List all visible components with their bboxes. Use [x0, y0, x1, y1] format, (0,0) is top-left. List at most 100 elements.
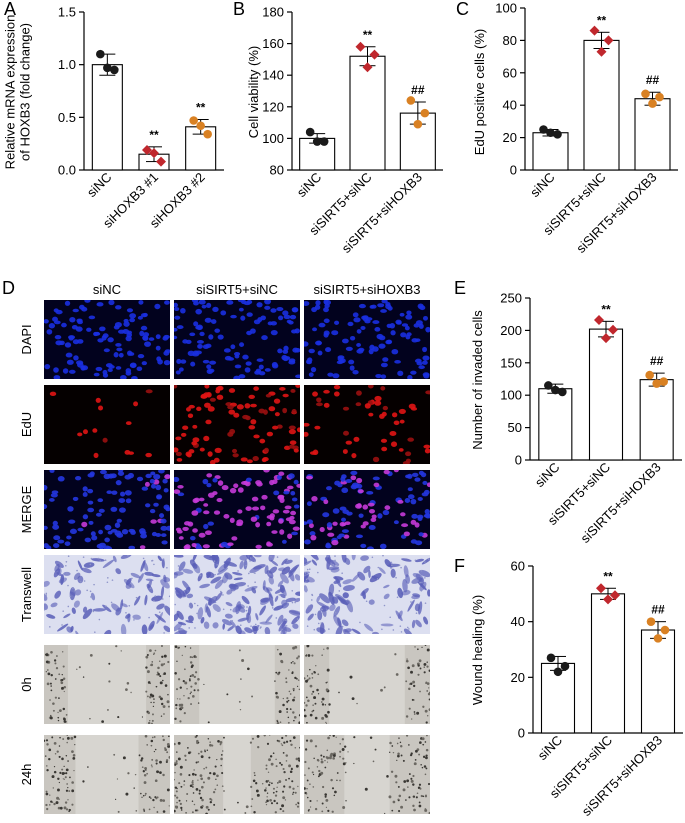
nucleus [44, 525, 48, 530]
invaded-cell [427, 589, 430, 597]
cell-speck [283, 785, 286, 788]
nucleus [150, 519, 157, 524]
invaded-cell [277, 614, 284, 626]
nucleus [342, 338, 349, 344]
cell-speck [140, 759, 143, 762]
nucleus [103, 473, 111, 480]
nucleus [158, 470, 165, 474]
cell-speck [426, 648, 430, 652]
membrane-pore [105, 605, 107, 607]
cell-speck [278, 780, 282, 783]
nucleus [202, 344, 210, 349]
invaded-cell [54, 590, 62, 599]
nucleus [220, 541, 228, 548]
cell-speck [174, 786, 178, 789]
cell-speck [309, 739, 313, 743]
nucleus [176, 325, 184, 330]
data-point [546, 128, 555, 138]
x-tick-label: siNC [535, 733, 566, 764]
cell-speck [180, 806, 183, 810]
cell-speck [288, 690, 291, 693]
nucleus [160, 533, 167, 538]
data-point [420, 108, 430, 118]
cell-speck [413, 711, 416, 713]
membrane-pore [67, 605, 70, 608]
membrane-pore [317, 571, 319, 574]
cell-speck [60, 681, 64, 685]
invaded-cell [333, 615, 342, 628]
cell-speck [328, 756, 332, 760]
invaded-cell [233, 577, 243, 581]
cell-speck [46, 669, 49, 671]
cell-speck [207, 808, 210, 811]
data-point [589, 25, 600, 36]
cell-speck [78, 666, 81, 669]
nucleus [202, 359, 210, 364]
cell-speck [425, 754, 428, 757]
cell-speck [183, 712, 186, 715]
nucleus [126, 308, 134, 313]
cell-speck [50, 673, 53, 677]
invaded-cell [266, 587, 274, 599]
cell-speck [419, 690, 421, 693]
cell-speck [144, 792, 147, 795]
cell-speck [306, 788, 308, 790]
cell-speck [403, 789, 406, 791]
nucleus [142, 335, 149, 341]
nucleus [288, 519, 296, 525]
cell-speck [410, 752, 413, 755]
membrane-pore [153, 600, 155, 602]
nucleus [196, 340, 204, 344]
cell-speck [425, 682, 428, 685]
data-point [603, 594, 613, 605]
cell-speck [66, 783, 68, 785]
nucleus [125, 498, 132, 504]
cell-speck [188, 678, 191, 681]
cell-speck [285, 735, 288, 737]
membrane-pore [291, 601, 294, 604]
membrane-pore [149, 587, 152, 590]
cell-speck [274, 680, 276, 682]
cell-speck [179, 698, 181, 700]
membrane-pore [359, 621, 361, 624]
bar [349, 55, 386, 171]
invaded-cell [418, 601, 423, 615]
cell-speck [345, 762, 347, 764]
cell-speck [163, 713, 165, 715]
cell-speck [408, 796, 411, 799]
cell-speck [289, 770, 293, 774]
nucleus [311, 307, 317, 313]
cell-speck [322, 755, 325, 758]
membrane-pore [365, 600, 368, 603]
cell-speck [253, 772, 256, 774]
nucleus [117, 470, 124, 473]
cell-speck [297, 757, 300, 760]
membrane-pore [111, 579, 114, 581]
nucleus [51, 490, 59, 495]
cell-speck [216, 774, 219, 778]
nucleus [228, 409, 236, 415]
cell-speck [338, 691, 340, 694]
nucleus [276, 307, 284, 312]
cell-speck [159, 760, 162, 764]
nucleus [245, 361, 252, 366]
cell-speck [197, 752, 200, 755]
invaded-cell [342, 584, 355, 592]
cell-speck [153, 652, 156, 655]
micrograph-merge [304, 470, 430, 549]
nucleus [308, 348, 315, 354]
cell-speck [272, 787, 275, 790]
cell-speck [50, 800, 53, 803]
nucleus [145, 389, 153, 394]
cell-speck [414, 758, 417, 761]
nucleus [387, 305, 393, 311]
nucleus [260, 505, 266, 511]
nucleus [422, 346, 428, 353]
nucleus [206, 302, 212, 309]
cell-speck [306, 796, 309, 799]
cell-speck [205, 812, 208, 814]
membrane-pore [131, 577, 133, 580]
invaded-cell [134, 595, 141, 606]
cell-speck [417, 664, 420, 667]
cell-speck [417, 673, 420, 676]
